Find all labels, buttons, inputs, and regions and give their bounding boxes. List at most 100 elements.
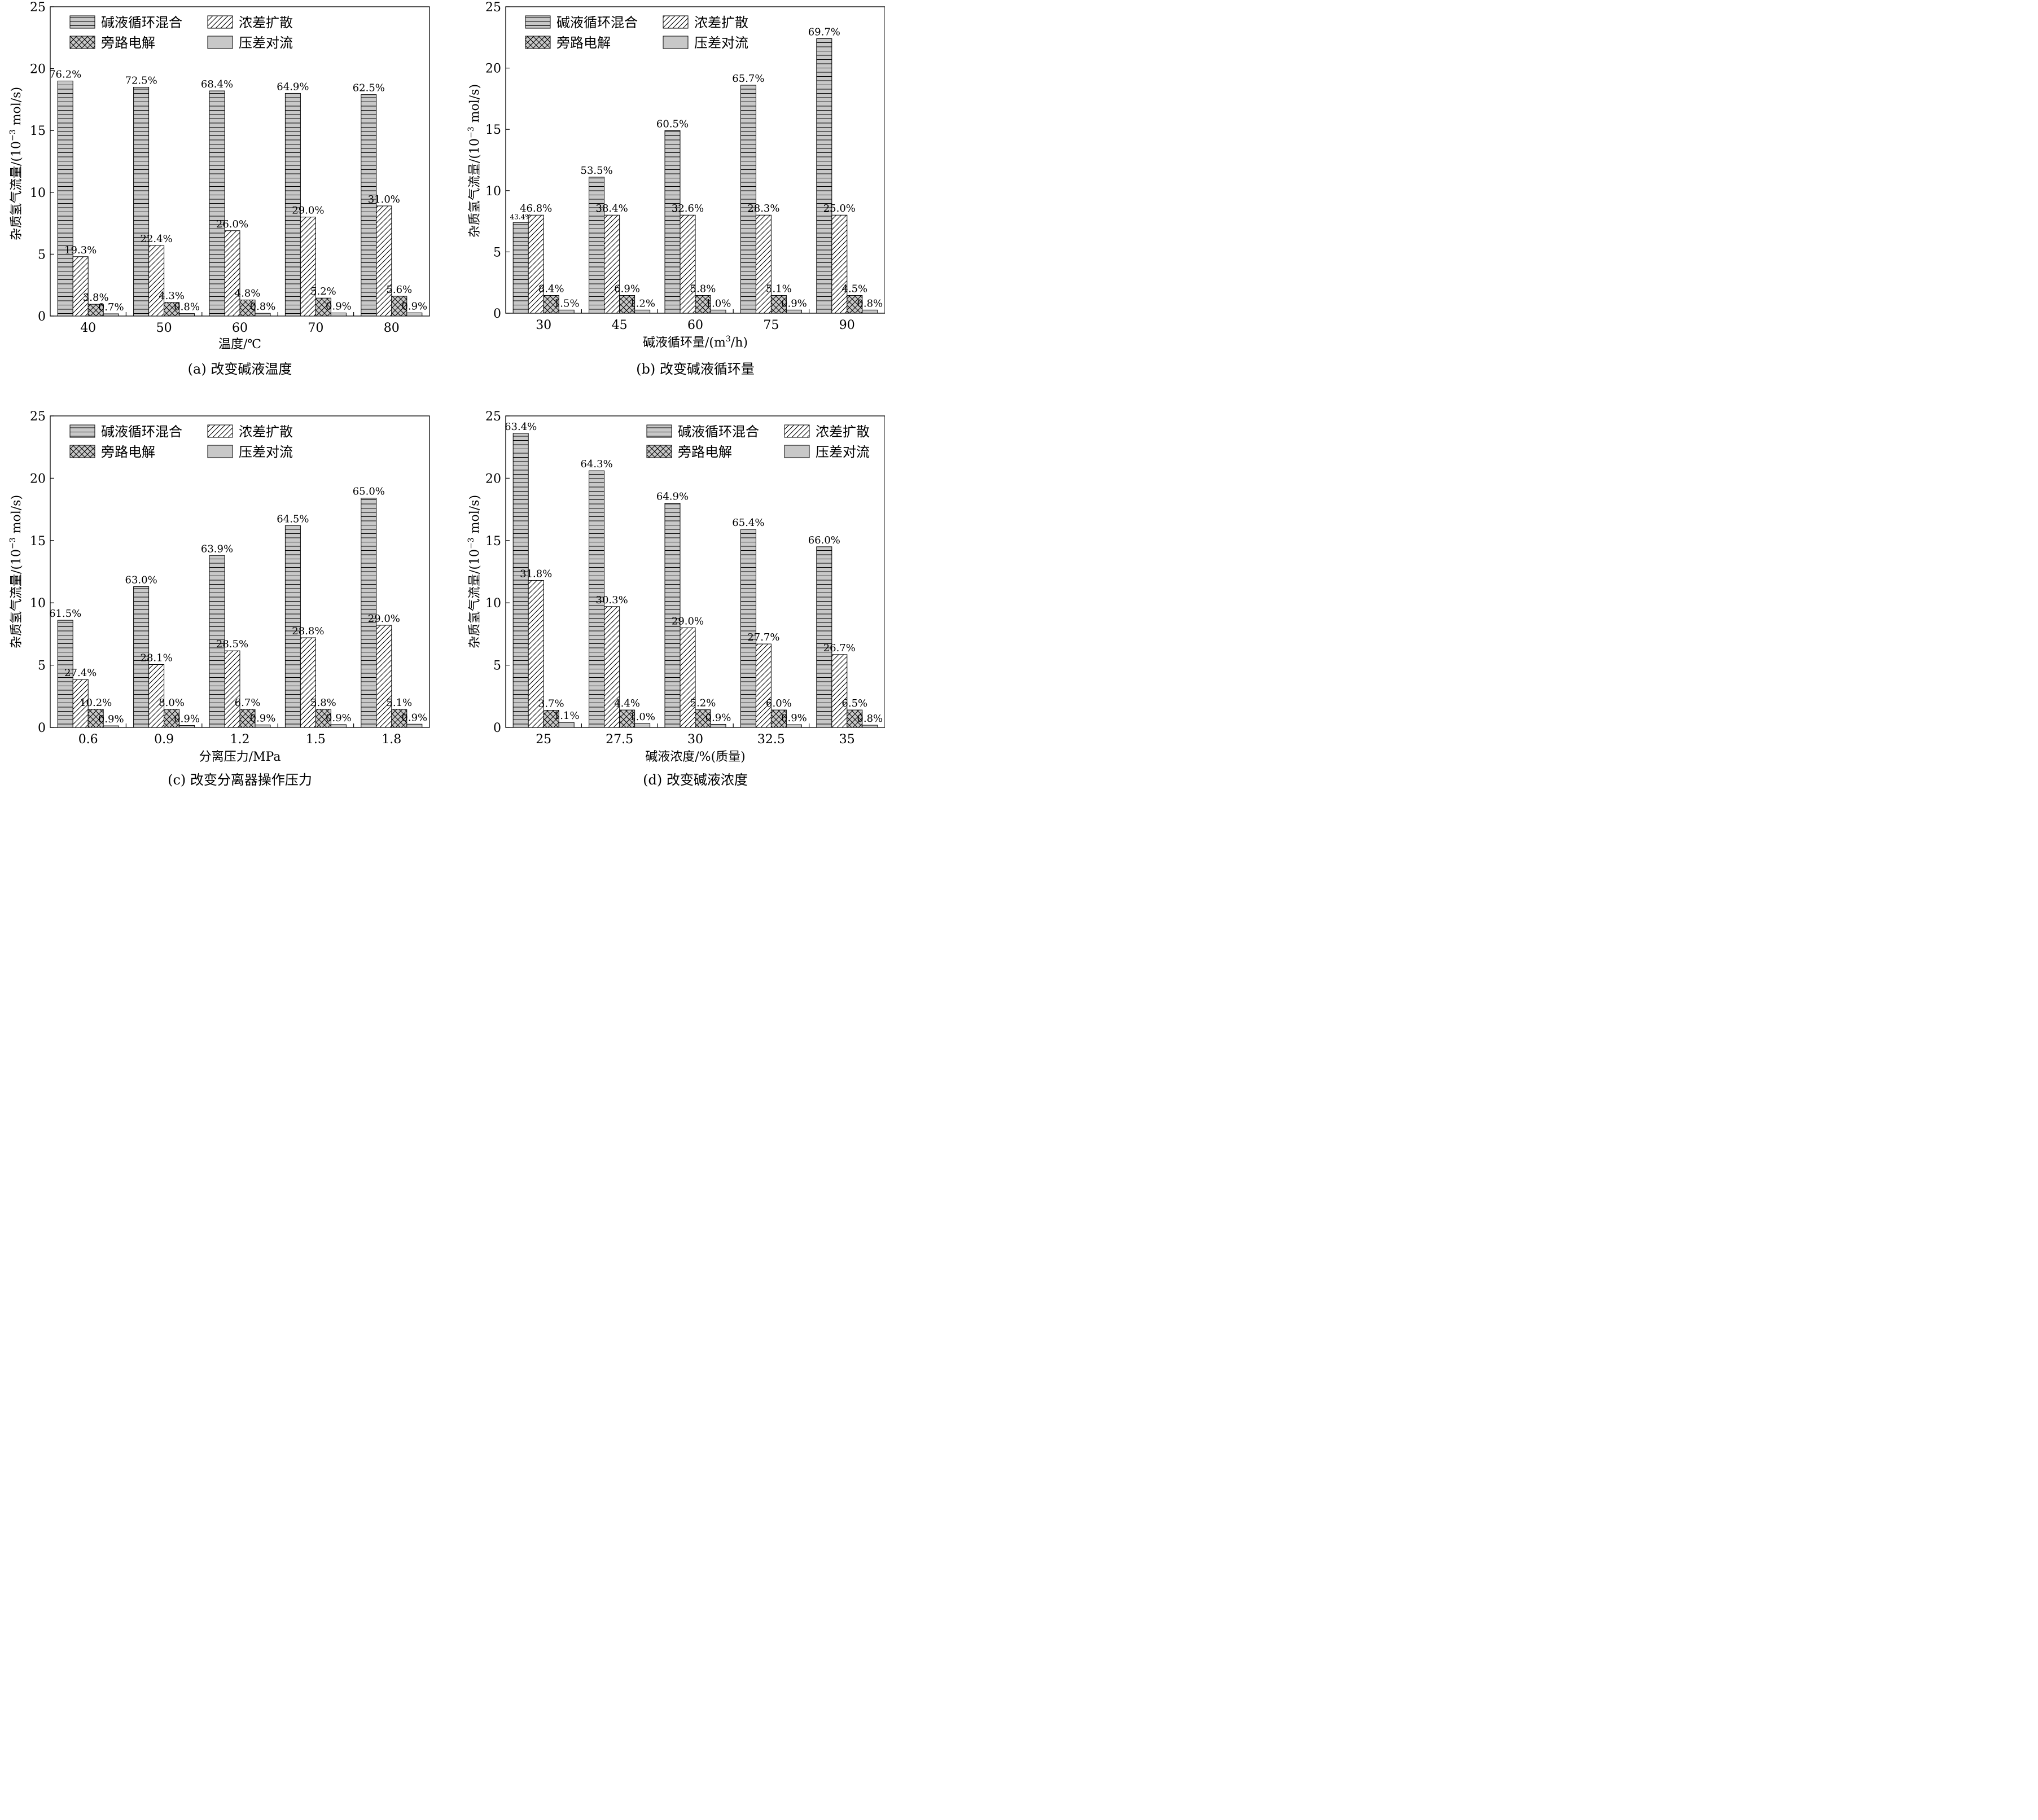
panel-d-ylabel: 杂质氢气流量/(10−3 mol/s) [467,495,482,648]
panel-a-bar [57,81,73,317]
panel-c-bar [164,709,180,728]
panel-c-data-label: 28.5% [216,638,248,650]
panel-c-bar [255,725,271,728]
panel-c-bar [315,709,331,728]
panel-c-data-label: 0.9% [326,712,352,724]
panel-a-bar [239,300,256,317]
panel-b-data-label: 38.4% [596,203,628,214]
panel-c-ytick-label: 25 [30,410,46,424]
panel-c-data-label: 6.7% [235,697,261,709]
panel-d-legend-label: 压差对流 [816,444,870,460]
panel-c-bar [239,709,256,728]
panel-b-data-label: 28.3% [747,203,779,214]
panel-b-data-label: 25.0% [823,203,856,214]
panel-d-bar [528,580,544,728]
panel-a-data-label: 68.4% [201,78,233,90]
panel-d-bar [770,709,787,728]
panel-a-data-label: 72.5% [125,74,157,86]
panel-d-data-label: 27.7% [747,631,779,643]
panel-a-data-label: 0.9% [326,301,352,313]
panel-a-data-label: 31.0% [368,194,400,205]
panel-c-data-label: 8.0% [159,697,185,709]
panel-a-data-label: 3.8% [83,292,109,304]
panel-d-bar [740,529,756,728]
panel-d-xtick-label: 25 [536,733,551,747]
panel-d-data-label: 0.9% [781,712,807,724]
panel-a-data-label: 0.7% [98,301,124,313]
panel-a-data-label: 4.3% [159,290,185,302]
panel-b-bar [710,309,726,314]
panel-d-ytick-label: 20 [485,472,501,486]
panel-d-caption: (d) 改变碱液浓度 [643,772,748,788]
panel-c-data-label: 28.1% [141,652,173,664]
panel-b-data-label: 65.7% [732,73,764,85]
panel-a-xtick-label: 70 [308,321,323,335]
panel-d-data-label: 64.9% [656,491,689,503]
panel-b-bar [786,309,802,314]
panel-d-legend-swatch [784,424,810,438]
panel-c-bar [87,709,104,728]
panel-c-ytick-label: 5 [38,659,46,673]
panel-a-bar [391,296,407,317]
panel-c-ytick-label: 0 [38,721,46,735]
panel-a-bar [179,313,195,317]
panel-b-bar [664,130,681,314]
panel-d-data-label: 0.8% [857,713,883,725]
panel-d-legend-label: 碱液循环混合 [678,424,759,440]
panel-b-data-label: 1.0% [705,297,731,309]
panel-c-data-label: 63.0% [125,574,157,586]
panel-d-data-label: 3.7% [538,698,564,710]
panel-b-xtick-label: 75 [763,318,779,332]
panel-a-bar [209,90,225,317]
panel-a-data-label: 19.3% [64,244,97,256]
panel-b-ytick-label: 0 [493,307,501,321]
panel-d-data-label: 30.3% [596,594,628,606]
panel-a-bar [255,313,271,317]
panel-c-data-label: 0.9% [98,713,124,725]
panel-b-bar [831,214,848,314]
panel-d-data-label: 1.0% [629,711,655,723]
panel-a-legend-swatch [69,36,95,49]
panel-a-data-label: 26.0% [216,218,248,230]
panel-b-xtick-label: 60 [687,318,703,332]
panel-d-ytick-label: 25 [485,410,501,424]
panel-c-xtick-label: 1.8 [382,733,401,747]
panel-a-legend-label: 浓差扩散 [239,15,293,30]
panel-d-data-label: 64.3% [581,458,613,470]
panel-a-bar [133,86,150,317]
panel-b-ytick-label: 5 [493,245,501,260]
panel-b-data-label: 6.9% [614,283,640,295]
panel-d-bar [680,627,696,728]
panel-a-ylabel: 杂质氢气流量/(10−3 mol/s) [8,87,24,240]
panel-d-bar [664,503,681,728]
panel-c-bar [224,650,240,728]
panel-a-bar [330,313,347,317]
panel-b-data-label: 0.8% [857,297,883,309]
panel-d-data-label: 4.4% [614,698,640,709]
panel-a-bar [103,313,119,317]
panel-c-xlabel: 分离压力/MPa [199,750,281,764]
panel-d-xlabel: 碱液浓度/%(质量) [645,750,745,764]
panel-b-data-label: 32.6% [672,203,704,214]
panel-d-data-label: 66.0% [808,534,840,546]
panel-b-bar [680,214,696,314]
panel-b-legend-label: 压差对流 [694,35,748,51]
panel-b-bar [589,177,605,314]
panel-d-plot: 0 5 10 15 20 25 25 63.4% 31.8% 3.7%1.1% 27.5 64.3% 3… [485,410,885,747]
panel-c-bar [133,586,150,728]
panel-b-bar [695,295,711,314]
panel-b-bar [862,309,878,314]
panel-d-bar [543,710,559,728]
panel-c-xtick-label: 1.2 [230,733,250,747]
panel-a-bar [164,302,180,317]
panel-d-bar [558,722,575,728]
panel-d-legend-swatch [784,445,810,458]
panel-c-legend-label: 压差对流 [239,444,293,460]
panel-d-bar [816,546,832,728]
panel-d-bar [619,709,635,728]
panel-c-data-label: 5.1% [386,697,412,709]
panel-a-bar [72,256,89,317]
panel-c-xtick-label: 0.6 [78,733,98,747]
panel-a-bar [300,217,316,317]
panel-a-bar [148,245,165,317]
